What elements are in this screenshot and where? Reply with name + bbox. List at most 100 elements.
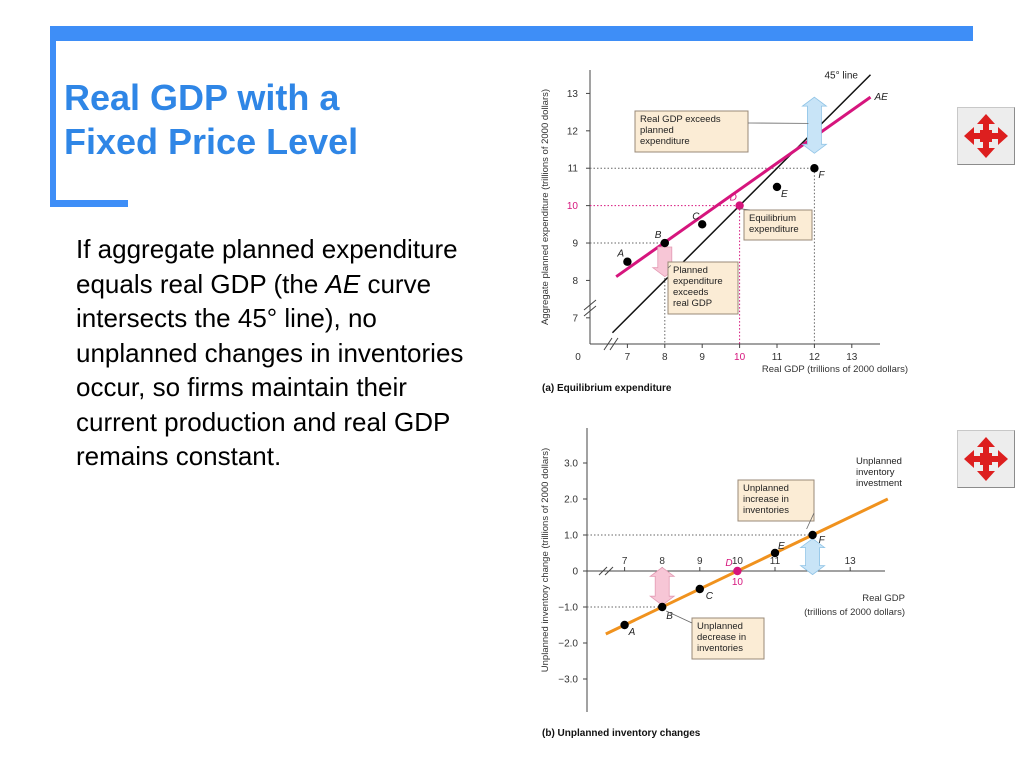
y-axis-break <box>583 299 597 317</box>
x-tick-label: 13 <box>845 556 857 567</box>
accent-bar-top <box>50 26 973 41</box>
point-e <box>770 548 780 558</box>
point-label-a: A <box>616 249 624 260</box>
slide-title: Real GDP with a Fixed Price Level <box>64 76 484 164</box>
line-unplanned-inventory <box>605 497 889 636</box>
y-tick-label: 8 <box>572 276 578 287</box>
chart-unplanned-inventory-changes: 3.02.01.00−1.0−2.0−3.078910111213Unplann… <box>540 428 905 739</box>
series-label-inventory: Unplanned inventory investment <box>856 456 902 489</box>
annotation-text: Equilibrium expenditure <box>749 213 799 235</box>
point-label-e: E <box>778 541 785 552</box>
annotation-box <box>737 479 815 522</box>
y-tick-label: 10 <box>567 201 579 212</box>
x-tick-label: 9 <box>699 352 705 363</box>
body-text-part-2: curve intersects the 45° line), no unpla… <box>76 268 464 472</box>
point-b <box>658 602 667 612</box>
title-line-2: Fixed Price Level <box>64 121 359 162</box>
y-tick-label: −3.0 <box>558 675 578 686</box>
y-tick-label: 12 <box>567 126 579 137</box>
annotation-text: Unplanned decrease in inventories <box>697 621 746 654</box>
point-d <box>733 566 742 576</box>
annotation-box <box>634 110 749 153</box>
point-b <box>660 238 669 248</box>
point-e <box>772 182 782 192</box>
move-arrows-icon <box>964 437 1008 481</box>
point-label-d: D <box>725 558 732 569</box>
point-c <box>695 584 704 594</box>
x-highlight-label: 10 <box>732 577 744 588</box>
point-c <box>698 220 707 229</box>
title-line-1: Real GDP with a <box>64 77 340 118</box>
x-tick-label: 10 <box>732 556 744 567</box>
accent-bar-bottom <box>50 200 128 207</box>
point-label-c: C <box>692 211 700 222</box>
annotation-box <box>667 261 739 315</box>
x-tick-label: 7 <box>625 352 631 363</box>
annotation-text: Real GDP exceeds planned expenditure <box>640 114 721 147</box>
accent-bar-left <box>50 26 56 206</box>
y-axis-label: Aggregate planned expenditure (trillions… <box>540 89 551 325</box>
y-tick-label: 11 <box>568 164 579 175</box>
chart-caption: (a) Equilibrium expenditure <box>542 383 672 394</box>
nav-button-chart-a[interactable] <box>957 107 1015 165</box>
x-tick-label: 8 <box>662 352 668 363</box>
y-tick-label: 9 <box>572 239 578 250</box>
series-label-ae: AE <box>874 92 889 103</box>
direction-arrow <box>799 538 826 576</box>
point-a <box>623 257 632 266</box>
x-axis-break <box>598 566 614 576</box>
point-label-f: F <box>819 535 826 546</box>
point-label-c: C <box>706 591 714 602</box>
y-tick-label: 1.0 <box>564 531 578 542</box>
annotation-text: Unplanned increase in inventories <box>743 483 789 516</box>
point-d <box>735 201 744 210</box>
y-tick-label: 0 <box>572 567 578 578</box>
y-tick-label: 7 <box>572 313 578 324</box>
x-tick-label: 8 <box>659 556 665 567</box>
nav-button-chart-b[interactable] <box>957 430 1015 488</box>
point-label-e: E <box>781 189 788 200</box>
body-text: If aggregate planned expenditure equals … <box>76 232 486 474</box>
origin-label: 0 <box>575 352 581 363</box>
x-tick-label: 13 <box>846 352 858 363</box>
annotation-leader <box>739 208 751 211</box>
point-a <box>620 620 629 630</box>
chart-caption: (b) Unplanned inventory changes <box>542 728 701 739</box>
x-axis-label-units: (trillions of 2000 dollars) <box>804 607 905 618</box>
point-label-a: A <box>628 627 636 638</box>
series-label-45: 45° line <box>825 71 859 82</box>
annotation-leader <box>667 265 672 269</box>
x-tick-label: 7 <box>622 556 628 567</box>
annotation-box <box>743 209 813 241</box>
annotation-text: Planned expenditure exceeds real GDP <box>673 265 723 309</box>
body-text-part-1: If aggregate planned expenditure equals … <box>76 234 458 299</box>
x-tick-label: 11 <box>772 352 783 363</box>
annotation-box <box>691 617 765 660</box>
chart-equilibrium-expenditure: 7 8 9 10 11 12 13 7 8 9 10 11 12 13 0 Aggregate planned… <box>540 70 908 394</box>
x-axis-label: Real GDP (trillions of 2000 dollars) <box>762 364 908 375</box>
x-tick-label: 11 <box>770 556 781 567</box>
point-label-b: B <box>666 611 673 622</box>
x-tick-label: 12 <box>809 352 821 363</box>
point-label-b: B <box>655 230 662 241</box>
y-tick-label: 13 <box>567 89 579 100</box>
x-tick-label: 10 <box>734 352 746 363</box>
y-tick-label: −1.0 <box>558 603 578 614</box>
x-tick-label: 9 <box>697 556 703 567</box>
x-axis-label: Real GDP <box>862 593 905 604</box>
y-tick-label: −2.0 <box>558 639 578 650</box>
annotation-leader <box>806 512 815 530</box>
point-label-f: F <box>818 170 825 181</box>
point-f <box>810 164 819 173</box>
x-axis-break <box>603 337 619 351</box>
y-tick-label: 2.0 <box>564 495 578 506</box>
direction-arrow <box>801 96 828 154</box>
body-text-italic: AE <box>325 268 361 299</box>
point-f <box>808 530 817 540</box>
y-tick-label: 3.0 <box>564 459 578 470</box>
point-label-d: D <box>730 193 737 204</box>
move-arrows-icon <box>964 114 1008 158</box>
direction-arrow <box>648 566 676 606</box>
y-axis-label: Unplanned inventory change (trillions of… <box>540 448 551 672</box>
annotation-leader <box>666 610 693 624</box>
